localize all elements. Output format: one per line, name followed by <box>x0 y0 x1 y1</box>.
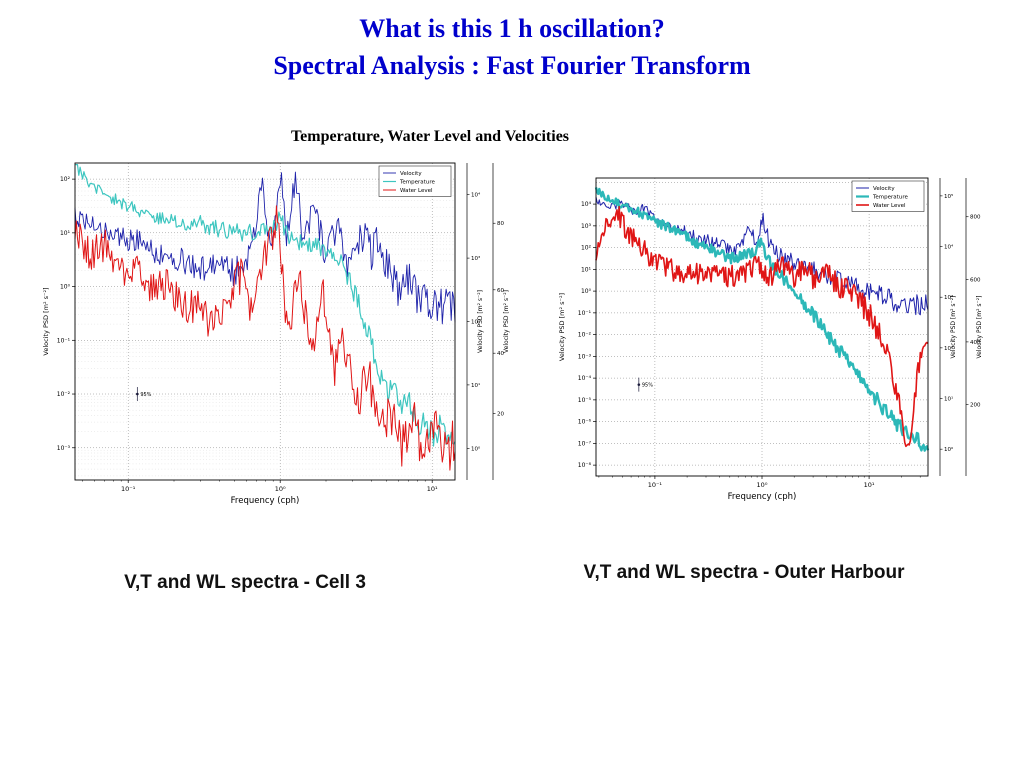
svg-text:10⁴: 10⁴ <box>581 201 592 208</box>
figure-subtitle: Temperature, Water Level and Velocities <box>290 128 570 145</box>
svg-text:10¹: 10¹ <box>944 396 953 403</box>
svg-text:10²: 10² <box>471 319 480 326</box>
caption-cell3: V,T and WL spectra - Cell 3 <box>124 572 366 593</box>
svg-text:10³: 10³ <box>944 294 953 301</box>
svg-text:10²: 10² <box>60 176 71 183</box>
svg-text:Frequency (cph): Frequency (cph) <box>231 496 300 506</box>
svg-text:10¹: 10¹ <box>60 230 71 237</box>
svg-text:10⁰: 10⁰ <box>275 485 286 493</box>
svg-text:80: 80 <box>497 221 504 227</box>
svg-text:Velocity PSD [m² s⁻²]: Velocity PSD [m² s⁻²] <box>503 290 510 353</box>
svg-text:10⁰: 10⁰ <box>60 284 71 291</box>
svg-text:600: 600 <box>970 277 981 283</box>
caption-outer-harbour: V,T and WL spectra - Outer Harbour <box>583 562 905 583</box>
svg-text:Velocity: Velocity <box>873 186 895 192</box>
svg-text:Velocity PSD [m² s⁻²]: Velocity PSD [m² s⁻²] <box>42 287 50 355</box>
svg-text:20: 20 <box>497 411 504 417</box>
svg-text:10²: 10² <box>944 345 953 352</box>
svg-text:10³: 10³ <box>471 255 480 262</box>
svg-text:Water Level: Water Level <box>873 203 906 209</box>
svg-text:10¹: 10¹ <box>581 266 592 273</box>
svg-text:Frequency (cph): Frequency (cph) <box>728 492 797 502</box>
svg-text:10⁻²: 10⁻² <box>578 332 592 339</box>
svg-text:Velocity PSD [m² s⁻²]: Velocity PSD [m² s⁻²] <box>950 296 957 359</box>
svg-text:60: 60 <box>497 288 504 294</box>
svg-text:10⁻³: 10⁻³ <box>57 445 71 452</box>
svg-text:10⁰: 10⁰ <box>471 445 481 452</box>
figure-cell3: 10⁻¹ 10⁰ 10¹ Frequency (cph) 10² 10¹ 10⁰ 10⁻¹ 10… <box>28 152 520 514</box>
svg-text:10⁻¹: 10⁻¹ <box>57 337 71 344</box>
svg-text:10⁻⁶: 10⁻⁶ <box>578 419 592 426</box>
spectra-chart-cell3: 10⁻¹ 10⁰ 10¹ Frequency (cph) 10² 10¹ 10⁰ 10⁻¹ 10… <box>42 162 510 506</box>
svg-text:10⁻⁸: 10⁻⁸ <box>578 462 592 469</box>
svg-text:95%: 95% <box>140 392 151 398</box>
svg-text:200: 200 <box>970 402 981 408</box>
svg-text:10⁵: 10⁵ <box>944 193 953 200</box>
svg-text:10⁻¹: 10⁻¹ <box>121 485 136 493</box>
svg-text:10⁻³: 10⁻³ <box>578 353 592 360</box>
svg-text:Velocity PSD [m² s⁻²]: Velocity PSD [m² s⁻²] <box>477 290 484 353</box>
title-line-2: Spectral Analysis : Fast Fourier Transfo… <box>273 51 751 80</box>
svg-text:10⁻²: 10⁻² <box>57 391 71 398</box>
svg-text:10¹: 10¹ <box>864 481 875 489</box>
svg-text:10⁻¹: 10⁻¹ <box>578 310 592 317</box>
svg-text:10⁴: 10⁴ <box>471 192 481 199</box>
svg-text:10⁻⁵: 10⁻⁵ <box>578 397 592 404</box>
svg-text:Velocity: Velocity <box>400 171 422 177</box>
figure-outer-harbour: 10⁻¹ 10⁰ 10¹ Frequency (cph) 10⁴ 10³ 10² 10¹ 10⁰… <box>556 166 996 511</box>
svg-text:40: 40 <box>497 351 504 357</box>
svg-text:10¹: 10¹ <box>427 485 438 493</box>
svg-text:10⁴: 10⁴ <box>944 244 954 251</box>
slide-title: What is this 1 h oscillation? Spectral An… <box>0 10 1024 84</box>
svg-text:Water Level: Water Level <box>400 188 433 194</box>
svg-text:10⁻¹: 10⁻¹ <box>648 481 663 489</box>
spectra-chart-outer-harbour: 10⁻¹ 10⁰ 10¹ Frequency (cph) 10⁴ 10³ 10² 10¹ 10⁰… <box>558 177 983 502</box>
svg-text:95%: 95% <box>642 383 653 389</box>
svg-text:Temperature: Temperature <box>399 180 435 186</box>
svg-text:Velocity PSD [m² s⁻²]: Velocity PSD [m² s⁻²] <box>976 296 983 359</box>
svg-text:800: 800 <box>970 215 981 221</box>
svg-text:400: 400 <box>970 340 981 346</box>
title-line-1: What is this 1 h oscillation? <box>359 14 665 43</box>
svg-text:Velocity PSD [m² s⁻²]: Velocity PSD [m² s⁻²] <box>558 293 566 361</box>
svg-text:10⁻⁴: 10⁻⁴ <box>578 375 592 382</box>
svg-text:10⁰: 10⁰ <box>581 288 592 295</box>
svg-text:10⁰: 10⁰ <box>757 481 768 489</box>
svg-text:10¹: 10¹ <box>471 382 480 389</box>
svg-text:10⁰: 10⁰ <box>944 446 954 453</box>
svg-text:Temperature: Temperature <box>872 195 908 201</box>
svg-text:10⁻⁷: 10⁻⁷ <box>578 440 592 447</box>
svg-text:10³: 10³ <box>581 223 592 230</box>
svg-text:10²: 10² <box>581 245 592 252</box>
